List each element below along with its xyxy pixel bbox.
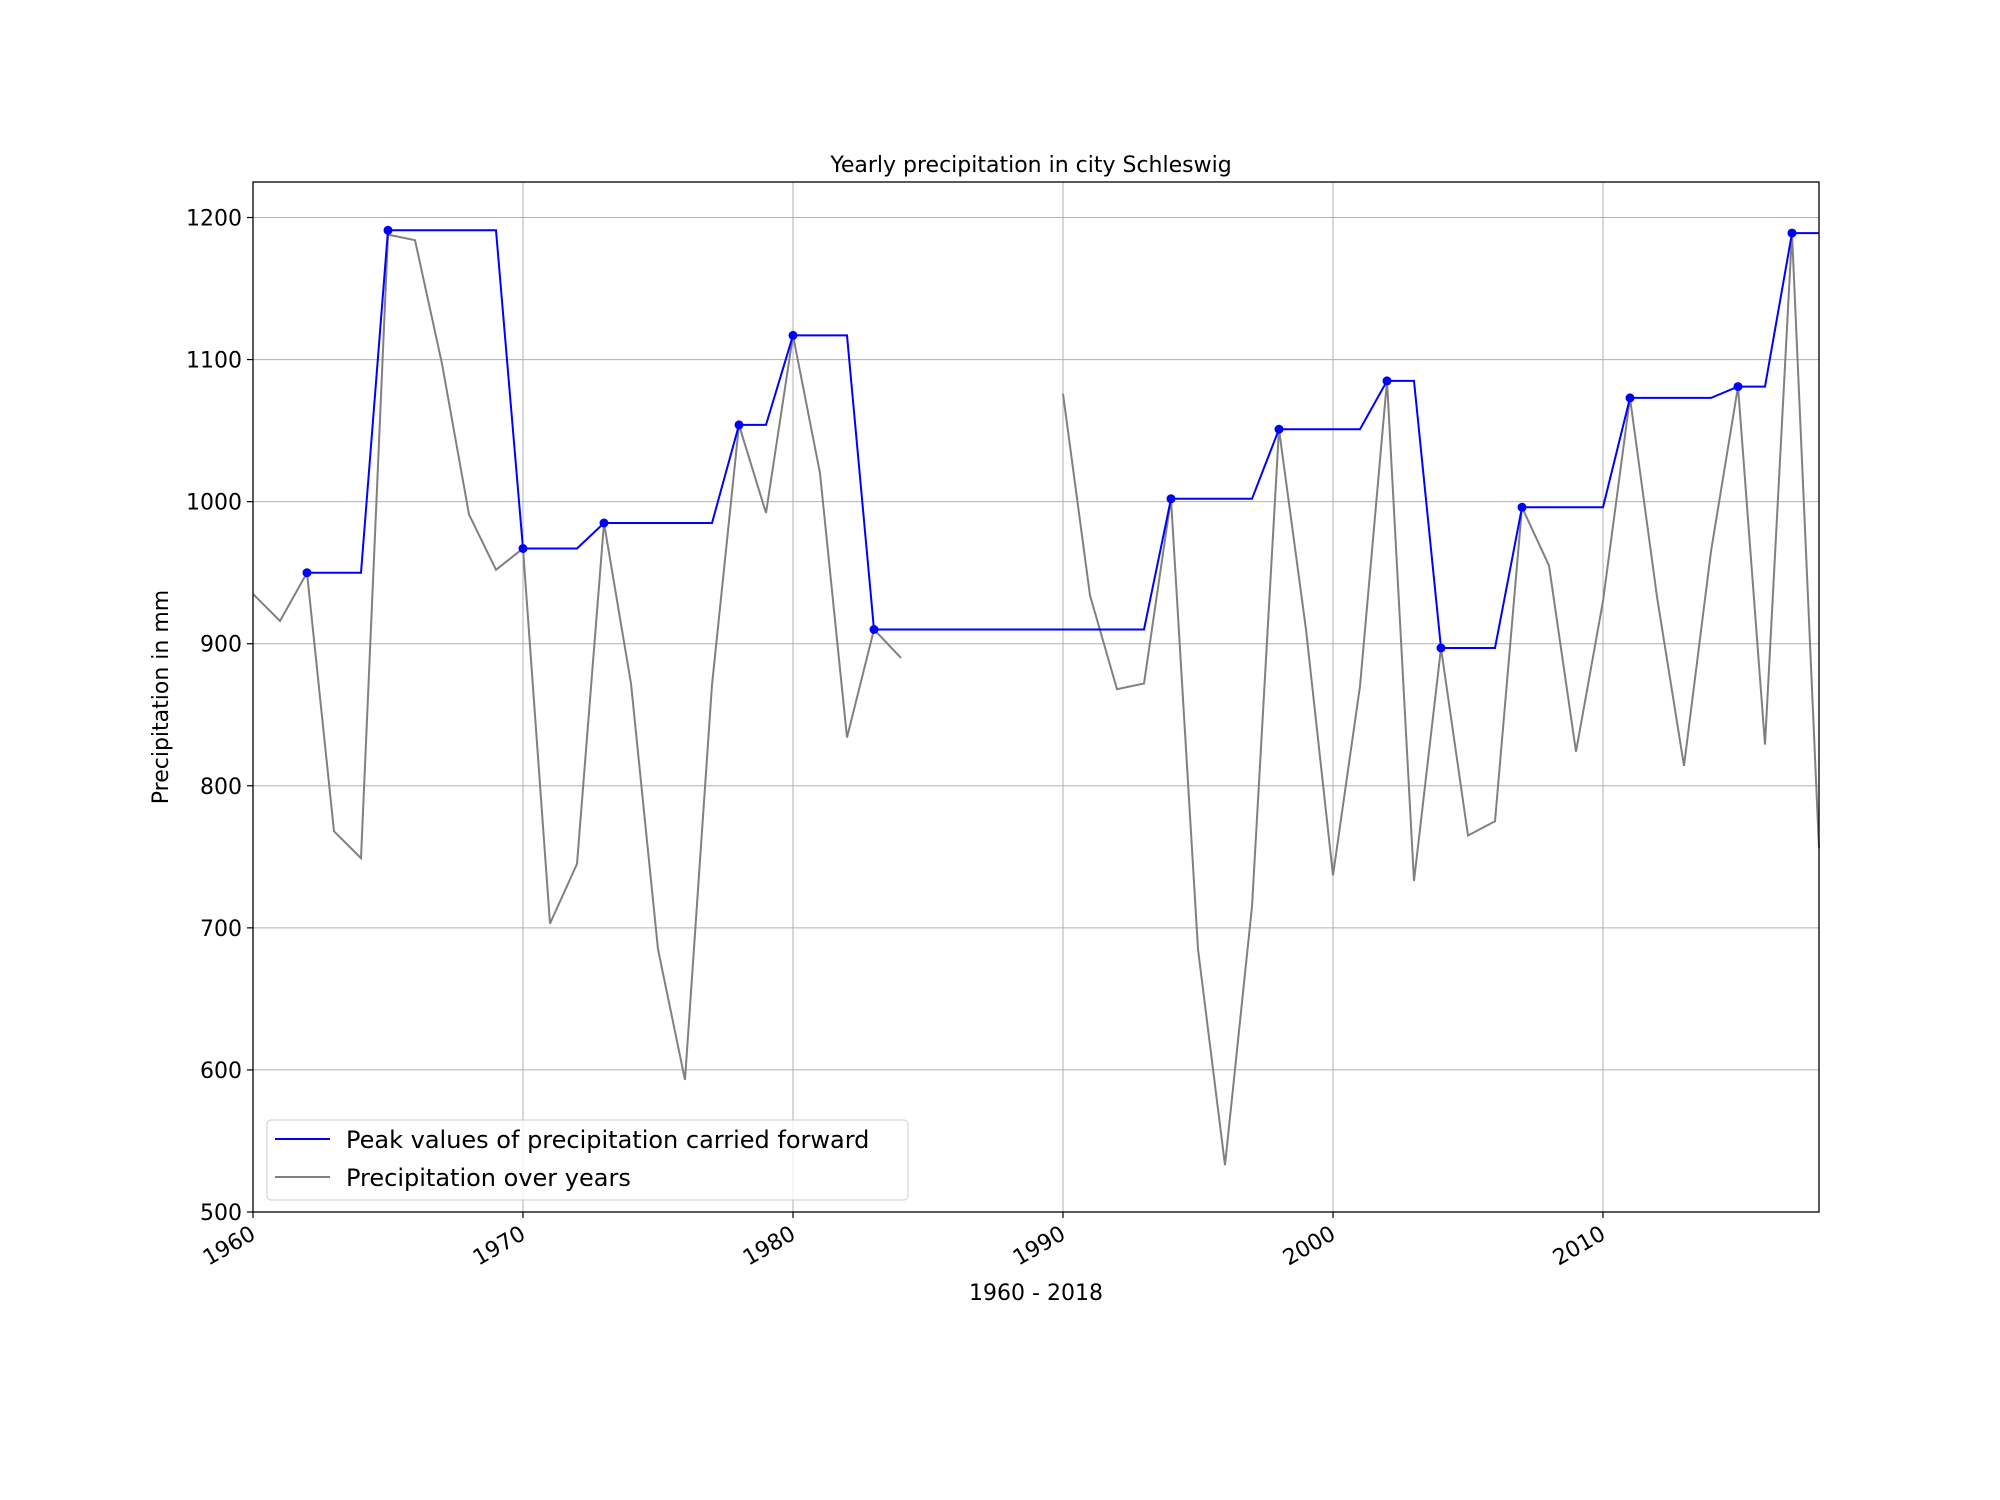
peak-series-line (307, 229, 1819, 649)
peak-marker (383, 225, 393, 235)
peak-marker (302, 568, 312, 578)
peak-marker (1733, 382, 1743, 392)
peak-marker (1625, 393, 1635, 403)
legend-label-precipitation: Precipitation over years (346, 1164, 631, 1192)
y-tick-label: 900 (200, 633, 242, 658)
legend-label-peak: Peak values of precipitation carried for… (346, 1126, 869, 1154)
peak-marker (1382, 376, 1392, 386)
peak-marker (869, 625, 879, 634)
y-tick-label: 1000 (186, 491, 242, 516)
plot-frame (252, 181, 1820, 1213)
peak-marker (1274, 424, 1284, 434)
grid-lines (252, 182, 1819, 1213)
plot-series (252, 225, 1820, 1166)
y-axis-title: Precipitation in mm (149, 590, 174, 804)
y-axis-ticks: 500 600 700 800 900 1000 1100 1200 (186, 207, 253, 1226)
peak-marker (1436, 643, 1446, 653)
peak-marker (1166, 494, 1176, 504)
y-tick-label: 700 (200, 917, 242, 942)
peak-marker (788, 330, 798, 340)
y-tick-label: 600 (200, 1059, 242, 1084)
chart-title: Yearly precipitation in city Schleswig (829, 153, 1231, 178)
legend: Peak values of precipitation carried for… (266, 1119, 909, 1201)
y-tick-label: 1200 (186, 207, 242, 232)
y-tick-label: 800 (200, 775, 242, 800)
peak-marker (1517, 502, 1527, 512)
x-axis-title: 1960 - 2018 (969, 1281, 1103, 1306)
y-tick-label: 500 (200, 1201, 242, 1226)
peak-marker (599, 518, 609, 528)
peak-marker (518, 544, 528, 553)
y-tick-label: 1100 (186, 349, 242, 374)
peak-marker (1787, 228, 1797, 238)
peak-marker (734, 420, 744, 430)
legend-box (266, 1119, 909, 1201)
